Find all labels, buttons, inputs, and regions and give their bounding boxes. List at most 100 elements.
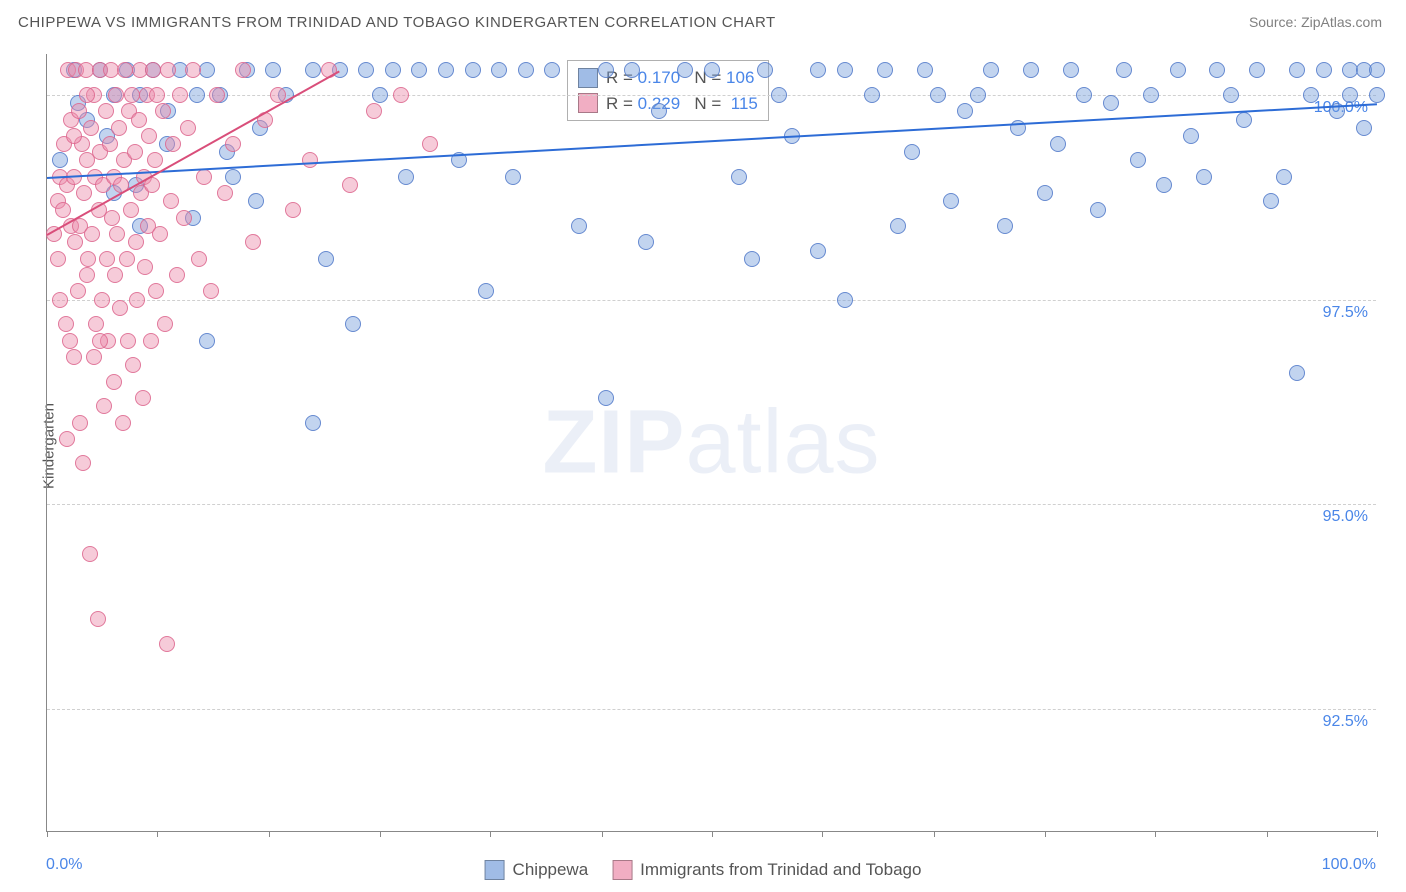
data-point [877,62,893,78]
data-point [1116,62,1132,78]
data-point [62,333,78,349]
data-point [79,87,95,103]
data-point [155,103,171,119]
data-point [80,251,96,267]
data-point [86,349,102,365]
watermark-bold: ZIP [542,392,685,492]
data-point [1303,87,1319,103]
data-point [66,349,82,365]
data-point [943,193,959,209]
data-point [94,292,110,308]
data-point [544,62,560,78]
x-tick [1045,831,1046,837]
y-tick-label: 97.5% [1323,304,1368,322]
series-legend-item: Immigrants from Trinidad and Tobago [612,860,921,880]
data-point [731,169,747,185]
gridline [47,95,1376,96]
data-point [145,62,161,78]
data-point [152,226,168,242]
data-point [491,62,507,78]
data-point [71,103,87,119]
data-point [837,62,853,78]
data-point [1263,193,1279,209]
data-point [112,300,128,316]
data-point [358,62,374,78]
data-point [172,87,188,103]
data-point [106,374,122,390]
data-point [890,218,906,234]
data-point [235,62,251,78]
gridline [47,300,1376,301]
series-label: Immigrants from Trinidad and Tobago [640,860,921,880]
data-point [135,390,151,406]
x-tick [157,831,158,837]
data-point [1143,87,1159,103]
data-point [1076,87,1092,103]
data-point [180,120,196,136]
data-point [651,103,667,119]
data-point [1090,202,1106,218]
source-credit: Source: ZipAtlas.com [1249,14,1382,30]
data-point [1023,62,1039,78]
data-point [199,333,215,349]
scatter-plot: ZIPatlas R = 0.170 N = 106R = 0.229 N = … [46,54,1376,832]
data-point [1156,177,1172,193]
data-point [82,546,98,562]
data-point [624,62,640,78]
legend-swatch [578,93,598,113]
data-point [58,316,74,332]
data-point [104,210,120,226]
data-point [518,62,534,78]
data-point [103,62,119,78]
data-point [59,431,75,447]
data-point [1196,169,1212,185]
data-point [478,283,494,299]
data-point [305,62,321,78]
data-point [505,169,521,185]
series-legend-item: Chippewa [485,860,589,880]
data-point [810,243,826,259]
x-tick [712,831,713,837]
data-point [189,87,205,103]
data-point [1289,365,1305,381]
data-point [96,398,112,414]
data-point [1316,62,1332,78]
data-point [88,316,104,332]
data-point [109,226,125,242]
watermark: ZIPatlas [542,391,880,494]
data-point [92,333,108,349]
x-tick [269,831,270,837]
data-point [159,636,175,652]
data-point [757,62,773,78]
data-point [1209,62,1225,78]
data-point [810,62,826,78]
data-point [117,62,133,78]
data-point [125,357,141,373]
data-point [465,62,481,78]
data-point [598,390,614,406]
data-point [1170,62,1186,78]
data-point [84,226,100,242]
data-point [342,177,358,193]
data-point [438,62,454,78]
data-point [957,103,973,119]
series-label: Chippewa [513,860,589,880]
data-point [1356,120,1372,136]
data-point [127,144,143,160]
source-value: ZipAtlas.com [1301,14,1382,30]
data-point [265,62,281,78]
data-point [147,152,163,168]
data-point [79,267,95,283]
chart-title: CHIPPEWA VS IMMIGRANTS FROM TRINIDAD AND… [18,14,776,31]
data-point [245,234,261,250]
data-point [1369,87,1385,103]
data-point [864,87,880,103]
data-point [107,267,123,283]
data-point [393,87,409,103]
data-point [1130,152,1146,168]
x-axis-max: 100.0% [1322,856,1376,874]
legend-swatch [612,860,632,880]
data-point [52,292,68,308]
data-point [52,152,68,168]
data-point [157,316,173,332]
